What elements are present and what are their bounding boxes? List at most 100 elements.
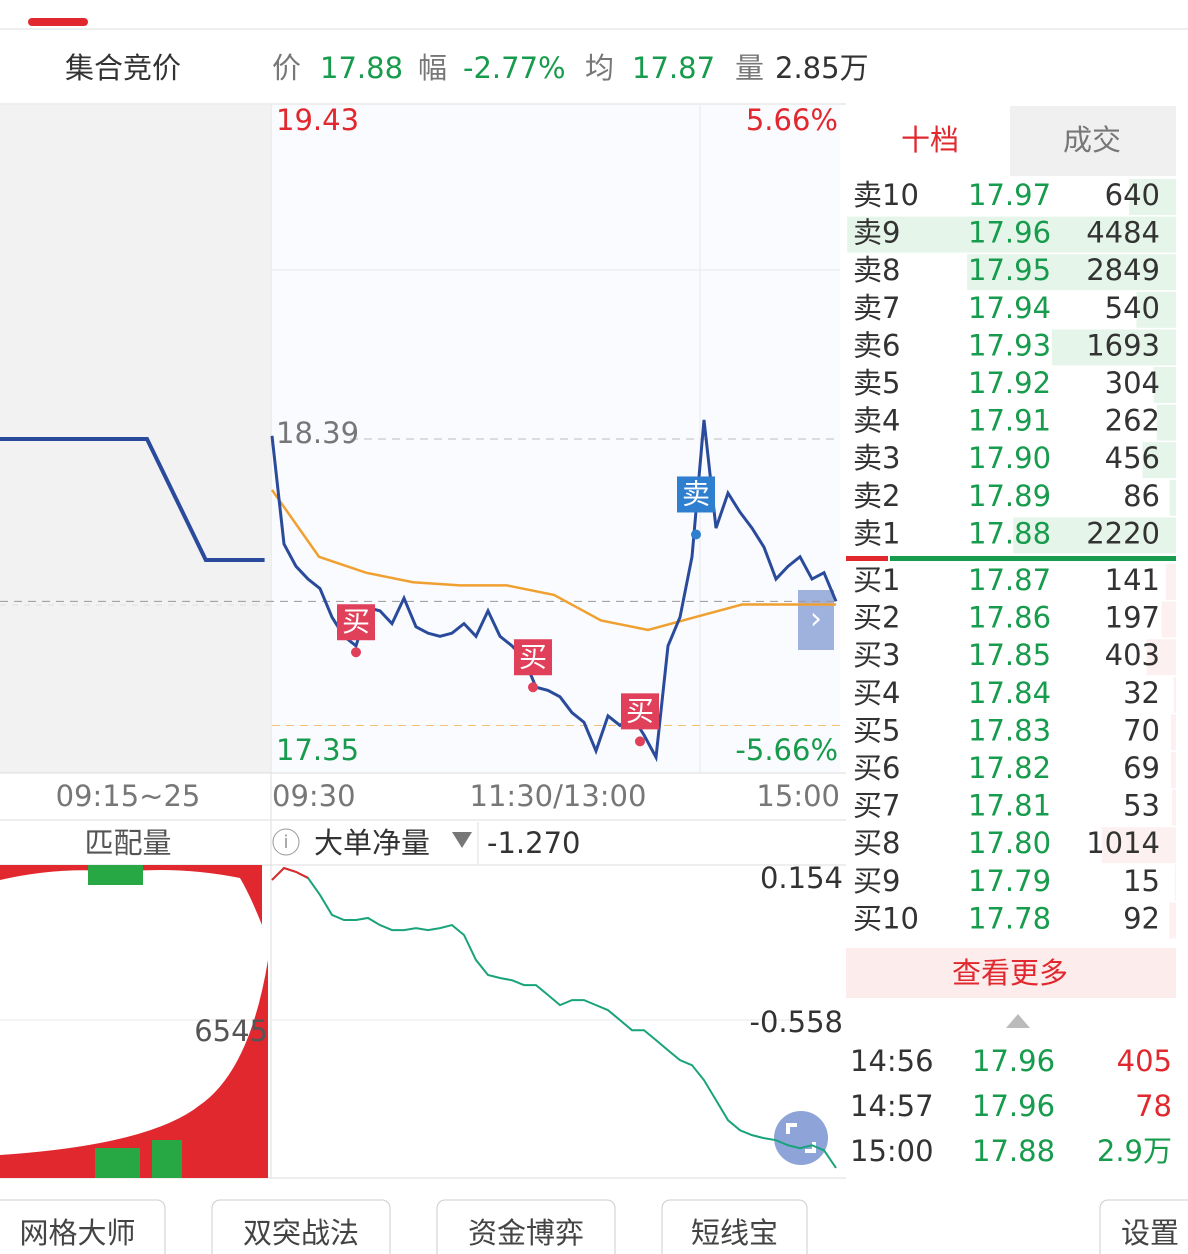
auction-volume — [0, 865, 262, 925]
level-price: 17.85 — [968, 638, 1051, 672]
level-volume: 403 — [1105, 638, 1160, 672]
volume-bar — [1173, 676, 1176, 713]
bottom-button-label[interactable]: 双突战法 — [243, 1216, 359, 1250]
level-price: 17.95 — [968, 253, 1051, 287]
level-volume: 1014 — [1086, 826, 1160, 860]
level-label: 买9 — [853, 864, 900, 898]
signal-label: 买 — [342, 605, 370, 638]
volume-bar — [1136, 291, 1176, 328]
level-price: 17.94 — [968, 291, 1051, 325]
auction-volume — [88, 865, 143, 885]
bottom-button-label[interactable]: 设置 — [1121, 1216, 1179, 1250]
level-volume: 15 — [1123, 864, 1160, 898]
volume-bar — [1161, 601, 1176, 638]
tab[interactable]: 十档 — [901, 123, 959, 157]
level-label: 卖9 — [853, 216, 900, 250]
level-volume: 86 — [1123, 479, 1160, 513]
level-volume: 197 — [1105, 601, 1160, 635]
level-label: 买7 — [853, 789, 900, 823]
level-volume: 92 — [1123, 901, 1160, 935]
level-label: 买6 — [853, 751, 900, 785]
signal-badge — [337, 604, 375, 641]
volume-bar — [1174, 864, 1176, 901]
bottom-button-label[interactable]: 资金博弈 — [468, 1216, 584, 1250]
label: 价 — [272, 51, 301, 85]
more-bg[interactable] — [846, 948, 1176, 998]
label: 幅 — [418, 51, 447, 85]
avg-line — [270, 489, 836, 632]
time-label: 09:30 — [272, 779, 356, 813]
expand-arrow: › — [810, 602, 822, 637]
level-label: 买8 — [853, 826, 900, 860]
book-separator — [846, 556, 888, 561]
bottom-button[interactable] — [1099, 1199, 1188, 1254]
signal-dot — [351, 647, 361, 658]
bottom-button-label[interactable]: 短线宝 — [691, 1216, 778, 1250]
volume-bar — [847, 216, 1176, 253]
collapse-arrow[interactable] — [1006, 1014, 1030, 1028]
level-price: 17.78 — [968, 901, 1051, 935]
trade-price: 17.96 — [972, 1089, 1055, 1123]
level-volume: 456 — [1105, 441, 1160, 475]
net-line — [271, 866, 837, 1169]
level-volume: 32 — [1123, 676, 1160, 710]
volume: 2.85万 — [775, 51, 869, 85]
bottom-button[interactable] — [661, 1199, 808, 1254]
auction-volume — [152, 1140, 182, 1178]
auction-volume — [95, 1148, 140, 1178]
level-price: 17.93 — [968, 328, 1051, 362]
label: 量 — [735, 51, 764, 85]
trade-time: 14:56 — [850, 1044, 934, 1078]
avg: 17.87 — [632, 51, 715, 85]
label: 均 — [585, 51, 614, 85]
bottom-button[interactable] — [211, 1199, 391, 1254]
tab[interactable]: 成交 — [1063, 123, 1121, 157]
volume-bar — [1051, 329, 1176, 366]
y-tick-label: 18.39 — [276, 416, 359, 450]
volume-bar — [1165, 564, 1176, 600]
level-volume: 141 — [1105, 563, 1160, 597]
level-volume: 2220 — [1086, 516, 1160, 550]
y-tick-label: 0.154 — [760, 861, 843, 895]
bottom-button-label[interactable]: 网格大师 — [19, 1216, 135, 1250]
level-volume: 304 — [1105, 366, 1160, 400]
signal-dot — [528, 682, 538, 693]
price: 17.88 — [320, 51, 403, 85]
volume-bar — [1170, 714, 1176, 751]
title: 集合竞价 — [65, 51, 181, 85]
trade-price: 17.96 — [972, 1044, 1055, 1078]
indicator[interactable]: 大单净量 — [314, 826, 430, 860]
time-label: 11:30/13:00 — [470, 779, 647, 813]
bottom-button[interactable] — [0, 1199, 166, 1254]
y-tick-label: 17.35 — [276, 733, 359, 767]
info-icon[interactable] — [272, 828, 300, 856]
level-label: 买4 — [853, 676, 900, 710]
level-label: 卖10 — [853, 178, 919, 212]
signal-label: 买 — [626, 694, 654, 727]
volume-bar — [1169, 902, 1176, 939]
pct-tick-label: 5.66% — [746, 103, 838, 137]
y-tick-label: -0.558 — [750, 1005, 844, 1039]
level-price: 17.84 — [968, 676, 1051, 710]
level-label: 卖5 — [853, 366, 900, 400]
more-link[interactable]: 查看更多 — [952, 956, 1068, 990]
level-volume: 53 — [1123, 789, 1160, 823]
expand-tab[interactable] — [798, 590, 834, 650]
level-volume: 70 — [1123, 713, 1160, 747]
level-label: 买3 — [853, 638, 900, 672]
trade-time: 14:57 — [850, 1089, 934, 1123]
level-price: 17.96 — [968, 216, 1051, 250]
level-price: 17.91 — [968, 404, 1051, 438]
volume-bar — [1170, 752, 1176, 788]
bottom-button[interactable] — [436, 1199, 616, 1254]
time-label: 15:00 — [756, 779, 840, 813]
level-label: 买1 — [853, 563, 900, 597]
level-price: 17.81 — [968, 789, 1051, 823]
level-volume: 1693 — [1086, 328, 1160, 362]
level-label: 卖6 — [853, 328, 900, 362]
level-label: 卖2 — [853, 479, 900, 513]
dropdown-arrow[interactable] — [452, 832, 472, 848]
left-title: 匹配量 — [84, 826, 171, 860]
fullscreen-button[interactable] — [774, 1111, 828, 1165]
